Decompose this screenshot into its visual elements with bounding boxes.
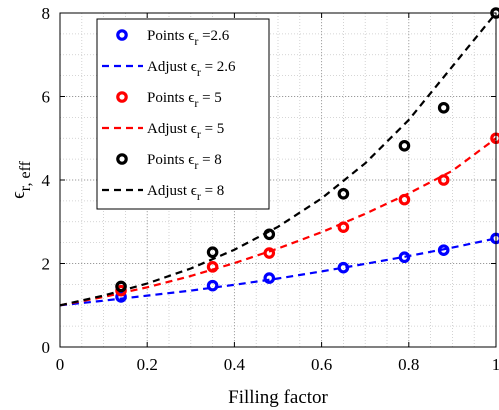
data-point — [263, 247, 276, 259]
legend-box — [96, 18, 270, 210]
legend: Points ϵr =2.6 Adjust ϵr = 2.6 Points ϵr =… — [96, 18, 270, 210]
legend-label: Adjust ϵr = 2.6 — [147, 59, 236, 79]
data-point — [115, 280, 127, 293]
fit-curve-line — [59, 237, 497, 307]
data-point — [263, 228, 276, 241]
data-point — [398, 139, 411, 152]
y-tick-label: 4 — [42, 171, 51, 190]
legend-entry: Adjust ϵr = 8 — [102, 183, 224, 203]
data-point — [337, 221, 350, 233]
axis-ticks — [59, 12, 497, 348]
legend-entry: Adjust ϵr = 5 — [102, 121, 224, 141]
data-point — [337, 261, 350, 274]
fit-curve-line — [59, 12, 497, 307]
legend-label: Points ϵr =2.6 — [147, 28, 230, 48]
legend-label: Points ϵr = 5 — [147, 90, 222, 110]
y-axis-title: ϵr, eff — [8, 160, 34, 199]
legend-label: Points ϵr = 8 — [147, 152, 222, 172]
legend-entry: Adjust ϵr = 2.6 — [102, 59, 236, 79]
data-point — [263, 272, 276, 284]
y-title-subscript: r, eff — [17, 160, 34, 191]
y-title-symbol: ϵ — [8, 191, 29, 199]
x-tick-label: 0.6 — [311, 355, 332, 374]
legend-entry: Points ϵr = 8 — [116, 152, 222, 172]
data-point — [437, 101, 450, 114]
legend-entry: Points ϵr =2.6 — [116, 28, 230, 48]
legend-label: Adjust ϵr = 5 — [147, 121, 224, 141]
svg-text:ϵr, eff: ϵr, eff — [8, 160, 34, 199]
x-tick-label: 0 — [56, 355, 65, 374]
fit-curves — [59, 12, 497, 307]
data-point — [206, 261, 219, 273]
x-tick-label: 0.4 — [224, 355, 246, 374]
data-point — [337, 187, 350, 200]
fit-curve-line — [59, 137, 497, 307]
y-tick-label: 6 — [42, 88, 51, 107]
data-point — [206, 279, 219, 292]
data-points — [115, 7, 499, 303]
data-point — [437, 244, 450, 256]
x-axis-title: Filling factor — [228, 387, 328, 408]
x-tick-label: 1 — [492, 355, 499, 374]
legend-entry: Points ϵr = 5 — [116, 90, 222, 110]
tick-labels: 0 0.2 0.4 0.6 0.8 1 0 2 4 6 8 — [42, 4, 499, 374]
legend-marker — [116, 153, 128, 165]
data-point — [398, 193, 411, 206]
data-point — [398, 251, 411, 264]
legend-marker — [116, 29, 128, 41]
y-tick-label: 0 — [42, 338, 51, 357]
data-point — [206, 246, 219, 259]
y-tick-label: 8 — [42, 4, 51, 23]
legend-marker — [116, 91, 128, 103]
data-point — [115, 284, 127, 297]
y-tick-label: 2 — [42, 255, 51, 274]
x-tick-label: 0.8 — [398, 355, 419, 374]
data-point — [437, 174, 450, 186]
data-point — [115, 291, 127, 303]
x-tick-label: 0.2 — [137, 355, 158, 374]
legend-label: Adjust ϵr = 8 — [147, 183, 224, 203]
